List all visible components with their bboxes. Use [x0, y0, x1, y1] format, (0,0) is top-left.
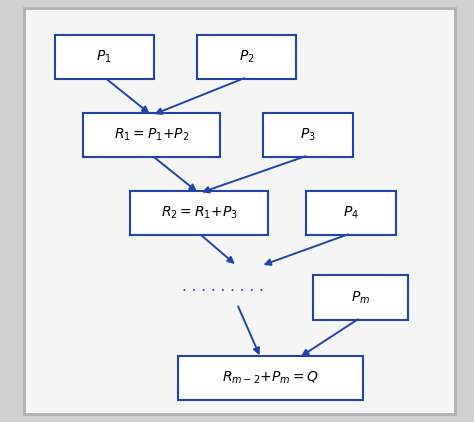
- FancyBboxPatch shape: [24, 8, 455, 414]
- FancyBboxPatch shape: [197, 35, 296, 79]
- Text: $R_1{=}P_1{+}P_2$: $R_1{=}P_1{+}P_2$: [114, 127, 190, 143]
- FancyBboxPatch shape: [178, 355, 363, 400]
- FancyBboxPatch shape: [306, 191, 396, 235]
- Text: $P_m$: $P_m$: [351, 289, 370, 306]
- Text: $P_4$: $P_4$: [343, 205, 359, 221]
- FancyBboxPatch shape: [130, 191, 268, 235]
- Text: $R_{m-2}{+}P_m{=}Q$: $R_{m-2}{+}P_m{=}Q$: [222, 370, 319, 386]
- Text: $P_3$: $P_3$: [300, 127, 316, 143]
- FancyBboxPatch shape: [313, 276, 408, 320]
- Text: $P_1$: $P_1$: [97, 49, 112, 65]
- Text: . . . . . . . . .: . . . . . . . . .: [182, 280, 264, 294]
- Text: $P_2$: $P_2$: [239, 49, 254, 65]
- FancyBboxPatch shape: [55, 35, 154, 79]
- FancyBboxPatch shape: [263, 113, 353, 157]
- Text: $R_2{=}R_1{+}P_3$: $R_2{=}R_1{+}P_3$: [161, 205, 237, 221]
- FancyBboxPatch shape: [83, 113, 220, 157]
